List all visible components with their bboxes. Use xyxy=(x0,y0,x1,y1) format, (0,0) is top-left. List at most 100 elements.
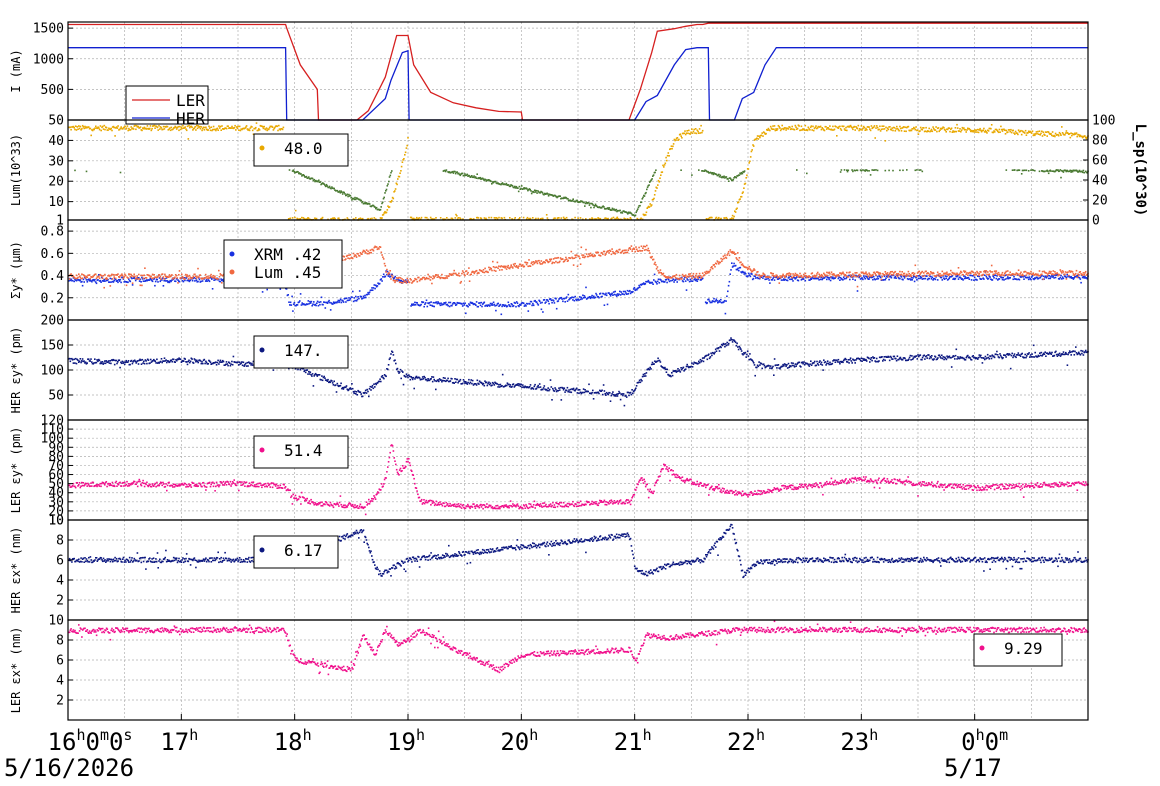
data-point xyxy=(601,296,603,298)
data-point xyxy=(958,278,960,280)
data-point xyxy=(992,271,994,273)
data-point xyxy=(848,275,850,277)
data-point xyxy=(983,128,985,130)
data-point xyxy=(745,273,747,275)
data-point xyxy=(1025,130,1027,132)
data-point xyxy=(425,217,427,219)
data-point xyxy=(902,170,904,172)
data-point xyxy=(463,303,465,305)
data-point xyxy=(458,217,460,219)
data-point xyxy=(864,278,866,280)
data-point xyxy=(700,275,702,277)
data-point xyxy=(1005,278,1007,280)
data-point xyxy=(496,305,498,307)
data-point xyxy=(653,279,655,281)
data-point xyxy=(440,302,442,304)
data-point xyxy=(143,361,145,363)
data-point xyxy=(389,270,391,272)
data-point xyxy=(627,252,629,254)
data-point xyxy=(354,197,356,199)
data-point xyxy=(246,125,248,127)
data-point xyxy=(668,152,670,154)
data-point xyxy=(459,275,461,277)
data-point xyxy=(446,217,448,219)
data-point xyxy=(104,125,106,127)
data-point xyxy=(581,254,583,256)
data-point xyxy=(70,361,72,363)
data-point xyxy=(617,217,619,219)
data-point xyxy=(965,129,967,131)
data-point xyxy=(1004,129,1006,131)
data-point xyxy=(631,245,633,247)
data-point xyxy=(827,275,829,277)
data-point xyxy=(875,274,877,276)
data-point xyxy=(374,217,376,219)
data-point xyxy=(427,380,429,382)
data-point xyxy=(612,251,614,253)
data-point xyxy=(233,356,235,358)
data-point xyxy=(120,172,122,174)
data-point xyxy=(612,208,614,210)
data-point xyxy=(423,306,425,308)
data-point xyxy=(904,130,906,132)
data-point xyxy=(194,359,196,361)
data-point xyxy=(785,127,787,129)
data-point xyxy=(103,362,105,364)
data-point xyxy=(972,272,974,274)
data-point xyxy=(307,304,309,306)
data-point xyxy=(1021,173,1023,175)
data-point xyxy=(430,378,432,380)
data-point xyxy=(210,274,212,276)
data-point xyxy=(391,200,393,202)
data-point xyxy=(448,302,450,304)
data-point xyxy=(322,304,324,306)
data-point xyxy=(440,305,442,307)
data-point xyxy=(1083,170,1085,172)
data-point xyxy=(77,277,79,279)
data-point xyxy=(411,217,413,219)
data-point xyxy=(495,181,497,183)
data-point xyxy=(158,125,160,127)
data-point xyxy=(484,217,486,219)
data-point xyxy=(107,129,109,131)
data-point xyxy=(352,258,354,260)
data-point xyxy=(192,280,194,282)
data-point xyxy=(99,129,101,131)
data-point xyxy=(360,391,362,393)
data-point xyxy=(204,277,206,279)
data-point xyxy=(609,293,611,295)
data-point xyxy=(990,271,992,273)
data-point xyxy=(713,301,715,303)
data-point xyxy=(394,190,396,192)
data-point xyxy=(513,305,515,307)
data-point xyxy=(1012,130,1014,132)
data-point xyxy=(678,278,680,280)
data-point xyxy=(401,166,403,168)
data-point xyxy=(1033,272,1035,274)
data-point xyxy=(1018,129,1020,131)
data-point xyxy=(998,132,1000,134)
data-point xyxy=(584,205,586,207)
data-point xyxy=(885,277,887,279)
data-point xyxy=(434,276,436,278)
data-point xyxy=(1078,134,1080,136)
data-point xyxy=(162,129,164,131)
data-point xyxy=(460,281,462,283)
data-point xyxy=(657,270,659,272)
data-point xyxy=(922,278,924,280)
data-point xyxy=(1055,133,1057,135)
data-point xyxy=(290,218,292,220)
data-point xyxy=(139,278,141,280)
data-point xyxy=(905,131,907,133)
data-point xyxy=(374,284,376,286)
data-point xyxy=(532,217,534,219)
data-point xyxy=(957,275,959,277)
data-point xyxy=(174,277,176,279)
data-point xyxy=(1039,171,1041,173)
data-point xyxy=(781,125,783,127)
data-point xyxy=(386,189,388,191)
data-point xyxy=(157,276,159,278)
data-point xyxy=(1000,126,1002,128)
data-point xyxy=(739,198,741,200)
data-point xyxy=(744,170,746,172)
